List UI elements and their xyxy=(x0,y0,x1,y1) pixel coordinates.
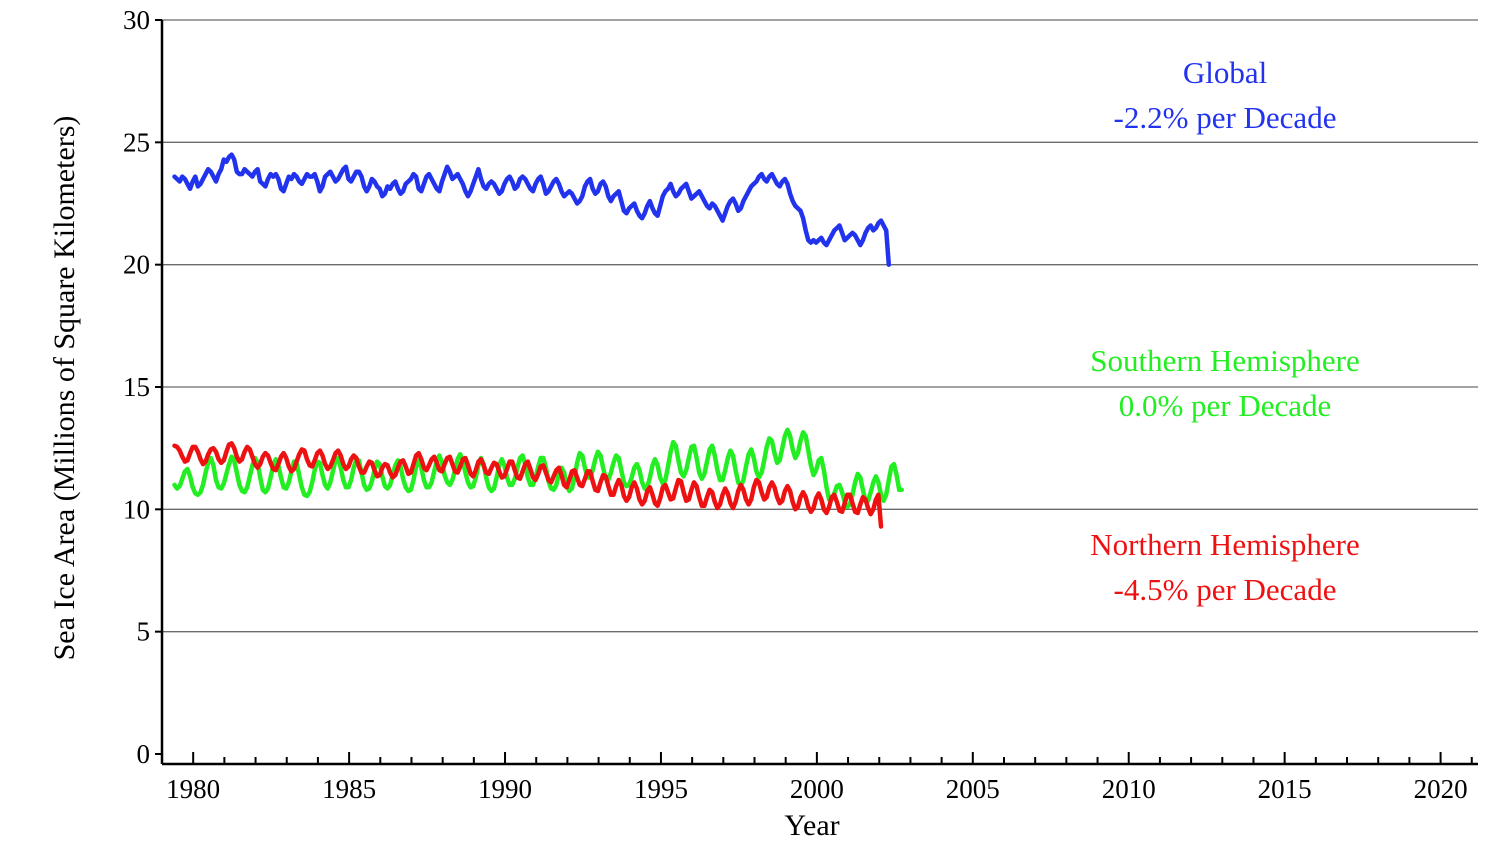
x-axis-title: Year xyxy=(784,809,839,842)
x-tick-label-1985: 1985 xyxy=(322,774,376,804)
y-tick-label-15: 15 xyxy=(123,372,150,402)
northern-trend-label: -4.5% per Decade xyxy=(1114,572,1337,607)
southern-trend-label: 0.0% per Decade xyxy=(1119,388,1332,423)
global-trend-label: -2.2% per Decade xyxy=(1114,100,1337,135)
x-tick-label-2010: 2010 xyxy=(1102,774,1156,804)
x-tick-label-1990: 1990 xyxy=(478,774,532,804)
y-tick-label-30: 30 xyxy=(123,5,150,35)
series-line-northern-hemisphere xyxy=(172,441,884,529)
y-tick-label-25: 25 xyxy=(123,127,150,157)
southern-label: Southern Hemisphere xyxy=(1090,343,1359,378)
y-tick-label-20: 20 xyxy=(123,250,150,280)
x-tick-label-1995: 1995 xyxy=(634,774,688,804)
series-line-global xyxy=(172,152,892,267)
x-tick-label-2005: 2005 xyxy=(946,774,1000,804)
x-tick-label-1980: 1980 xyxy=(166,774,220,804)
y-tick-labels: 0 5 10 15 20 25 30 xyxy=(123,5,150,769)
x-tick-label-2000: 2000 xyxy=(790,774,844,804)
x-tick-label-2020: 2020 xyxy=(1414,774,1468,804)
y-axis-title: Sea Ice Area (Millions of Square Kilomet… xyxy=(48,116,81,661)
series-lines xyxy=(172,152,905,529)
global-label: Global xyxy=(1183,55,1267,90)
y-tick-label-0: 0 xyxy=(137,739,151,769)
northern-label: Northern Hemisphere xyxy=(1090,527,1359,562)
grid-lines xyxy=(162,19,1478,633)
x-tick-label-2015: 2015 xyxy=(1258,774,1312,804)
axes xyxy=(155,19,1478,766)
y-tick-label-5: 5 xyxy=(137,617,151,647)
y-tick-label-10: 10 xyxy=(123,494,150,524)
x-tick-labels: 1980 1985 1990 1995 2000 2005 2010 2015 2020 xyxy=(166,774,1467,804)
